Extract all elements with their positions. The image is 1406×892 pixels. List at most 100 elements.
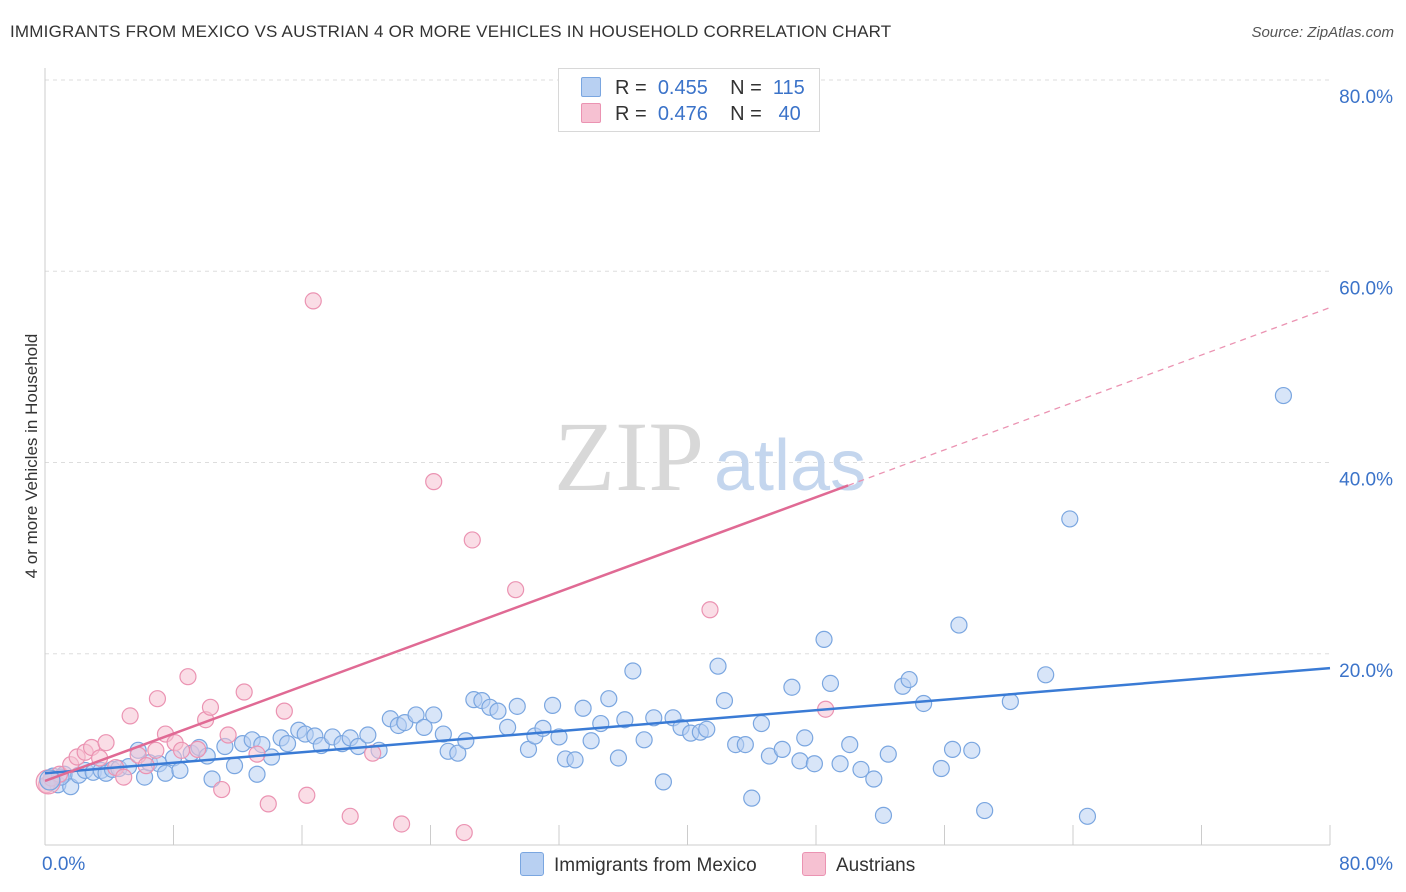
point-austrians <box>392 815 411 833</box>
point-mexico <box>715 692 734 710</box>
point-austrians <box>425 473 443 491</box>
point-mexico <box>743 789 761 807</box>
point-mexico <box>915 694 933 713</box>
point-mexico <box>566 751 584 769</box>
y-axis-label: 4 or more Vehicles in Household <box>22 334 41 579</box>
point-austrians <box>455 823 473 842</box>
point-austrians <box>275 702 293 720</box>
point-mexico <box>489 702 507 720</box>
legend-r-label: R = <box>615 77 647 99</box>
point-mexico <box>773 740 791 758</box>
point-mexico <box>203 770 221 788</box>
point-mexico <box>950 616 968 634</box>
point-mexico <box>963 741 981 759</box>
point-austrians <box>172 741 191 759</box>
point-mexico <box>550 728 568 746</box>
point-mexico <box>225 757 244 775</box>
point-mexico <box>852 760 870 779</box>
point-mexico <box>821 674 840 692</box>
point-mexico <box>407 706 425 724</box>
point-austrians <box>147 741 165 759</box>
legend-n-label: N = <box>730 103 762 125</box>
point-austrians <box>341 807 359 825</box>
point-mexico <box>434 725 452 743</box>
point-mexico <box>635 731 653 749</box>
legend-item-mexico: Immigrants from Mexico <box>520 852 757 877</box>
point-mexico <box>171 761 189 780</box>
point-mexico <box>156 764 175 782</box>
legend-n-label: N = <box>730 77 762 99</box>
legend-r-value: 0.476 <box>657 103 708 125</box>
legend-label-mexico: Immigrants from Mexico <box>554 855 757 876</box>
point-mexico <box>698 720 716 738</box>
point-mexico <box>736 735 754 754</box>
y-tick-label: 60.0% <box>1339 278 1393 299</box>
point-mexico <box>831 755 849 773</box>
point-mexico <box>654 773 673 791</box>
point-mexico <box>508 697 526 715</box>
point-mexico <box>600 690 618 708</box>
point-mexico <box>499 718 517 736</box>
trend-line-austrians <box>44 484 849 783</box>
point-mexico <box>796 729 814 747</box>
point-mexico <box>976 801 994 820</box>
legend-swatch-pink <box>802 852 826 876</box>
correlation-legend: R = 0.455 N = 115 R = 0.476 N = 40 <box>558 68 820 132</box>
point-mexico <box>1078 807 1097 825</box>
point-austrians <box>188 740 207 758</box>
legend-row-austrians: R = 0.476 N = 40 <box>581 103 801 127</box>
y-tick-label: 40.0% <box>1339 470 1393 491</box>
point-mexico <box>248 765 266 783</box>
point-austrians <box>235 683 253 701</box>
point-mexico <box>932 759 950 778</box>
point-mexico <box>278 735 297 753</box>
legend-swatch-blue <box>581 77 601 97</box>
point-mexico <box>574 699 592 717</box>
point-austrians <box>298 786 316 804</box>
point-austrians <box>259 795 277 813</box>
point-mexico <box>1061 510 1079 528</box>
point-mexico <box>457 732 475 750</box>
point-mexico <box>616 711 634 729</box>
watermark-zip: ZIP <box>554 401 704 512</box>
point-austrians <box>507 581 525 599</box>
legend-item-austrians: Austrians <box>802 852 915 877</box>
point-mexico <box>582 732 600 750</box>
data-points <box>35 292 1293 842</box>
point-austrians <box>701 601 719 619</box>
source-label: Source: ZipAtlas.com <box>1251 24 1394 41</box>
point-austrians <box>97 734 115 752</box>
point-austrians <box>121 707 139 725</box>
point-mexico <box>752 714 770 733</box>
legend-swatch-pink <box>581 103 601 123</box>
point-mexico <box>543 696 562 714</box>
series-legend: Immigrants from Mexico Austrians <box>0 852 1406 876</box>
point-mexico <box>609 749 628 767</box>
point-mexico <box>262 748 281 766</box>
tick-labels: 20.0% 40.0% 60.0% 80.0% 0.0% 80.0% <box>42 87 1393 875</box>
trend-lines <box>44 306 1331 783</box>
point-austrians <box>179 668 197 686</box>
legend-r-label: R = <box>615 103 647 125</box>
point-mexico <box>449 744 467 762</box>
point-mexico <box>709 657 727 675</box>
watermark-atlas: atlas <box>714 426 866 506</box>
point-austrians <box>219 726 237 744</box>
point-mexico <box>900 670 918 689</box>
point-mexico <box>1037 666 1055 684</box>
point-mexico <box>783 678 801 696</box>
point-austrians <box>115 768 133 786</box>
point-mexico <box>1274 386 1293 405</box>
point-mexico <box>415 718 433 736</box>
point-mexico <box>791 752 809 770</box>
point-mexico <box>425 706 443 724</box>
legend-n-value: 115 <box>772 77 805 99</box>
trend-line-austrians-extension <box>847 306 1331 487</box>
point-austrians <box>248 745 266 763</box>
legend-r-value: 0.455 <box>657 77 708 99</box>
point-austrians <box>304 292 322 310</box>
point-austrians <box>213 780 231 799</box>
point-austrians <box>463 531 481 549</box>
point-mexico <box>943 740 962 758</box>
